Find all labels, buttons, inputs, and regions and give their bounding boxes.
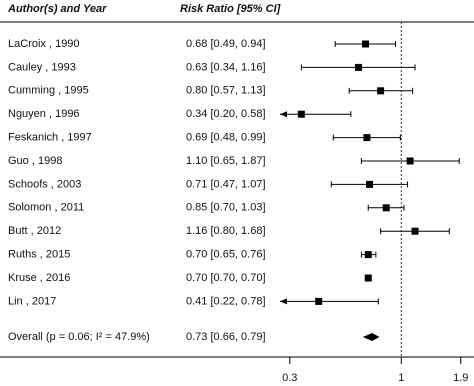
study-label: Lin , 2017 [8,295,56,307]
estimate-label: 0.85 [0.70, 1.03] [186,202,266,214]
overall-estimate-label: 0.73 [0.66, 0.79] [186,331,266,343]
study-label: Schoofs , 2003 [8,178,81,190]
point-estimate [363,134,371,142]
estimate-label: 0.41 [0.22, 0.78] [186,295,266,307]
estimate-label: 0.68 [0.49, 0.94] [186,38,266,50]
point-estimate [382,204,390,212]
point-estimate [362,40,370,48]
point-estimate [364,251,372,259]
column-header: Risk Ratio [95% CI] [180,3,281,15]
estimate-label: 0.80 [0.57, 1.13] [186,85,266,97]
study-label: Nguyen , 1996 [8,108,80,120]
overall-diamond [362,333,380,341]
ci-arrow [280,298,287,305]
overall-label: Overall (p = 0.06; I² = 47.9%) [8,331,150,343]
estimate-label: 1.16 [0.80, 1.68] [186,225,266,237]
x-tick-label: 1 [398,372,404,384]
point-estimate [315,297,323,305]
column-header: Author(s) and Year [7,3,107,15]
study-label: Ruths , 2015 [8,249,70,261]
study-label: Guo , 1998 [8,155,62,167]
study-label: Solomon , 2011 [8,202,84,214]
estimate-label: 0.71 [0.47, 1.07] [186,178,266,190]
estimate-label: 0.70 [0.65, 0.76] [186,249,266,261]
point-estimate [354,63,362,71]
x-tick-label: 1.9 [453,372,468,384]
study-label: Kruse , 2016 [8,272,70,284]
estimate-label: 0.63 [0.34, 1.16] [186,61,266,73]
ci-arrow [280,111,287,118]
point-estimate [297,110,305,118]
study-label: Feskanich , 1997 [8,132,92,144]
point-estimate [411,227,419,235]
point-estimate [366,180,374,188]
x-tick-label: 0.3 [282,372,297,384]
study-label: Cauley , 1993 [8,61,76,73]
study-label: Cumming , 1995 [8,85,89,97]
estimate-label: 0.34 [0.20, 0.58] [186,108,266,120]
point-estimate [364,274,372,282]
study-label: LaCroix , 1990 [8,38,80,50]
estimate-label: 1.10 [0.65, 1.87] [186,155,266,167]
study-label: Butt , 2012 [8,225,61,237]
estimate-label: 0.70 [0.70, 0.70] [186,272,266,284]
estimate-label: 0.69 [0.48, 0.99] [186,132,266,144]
point-estimate [406,157,414,165]
point-estimate [377,87,385,95]
